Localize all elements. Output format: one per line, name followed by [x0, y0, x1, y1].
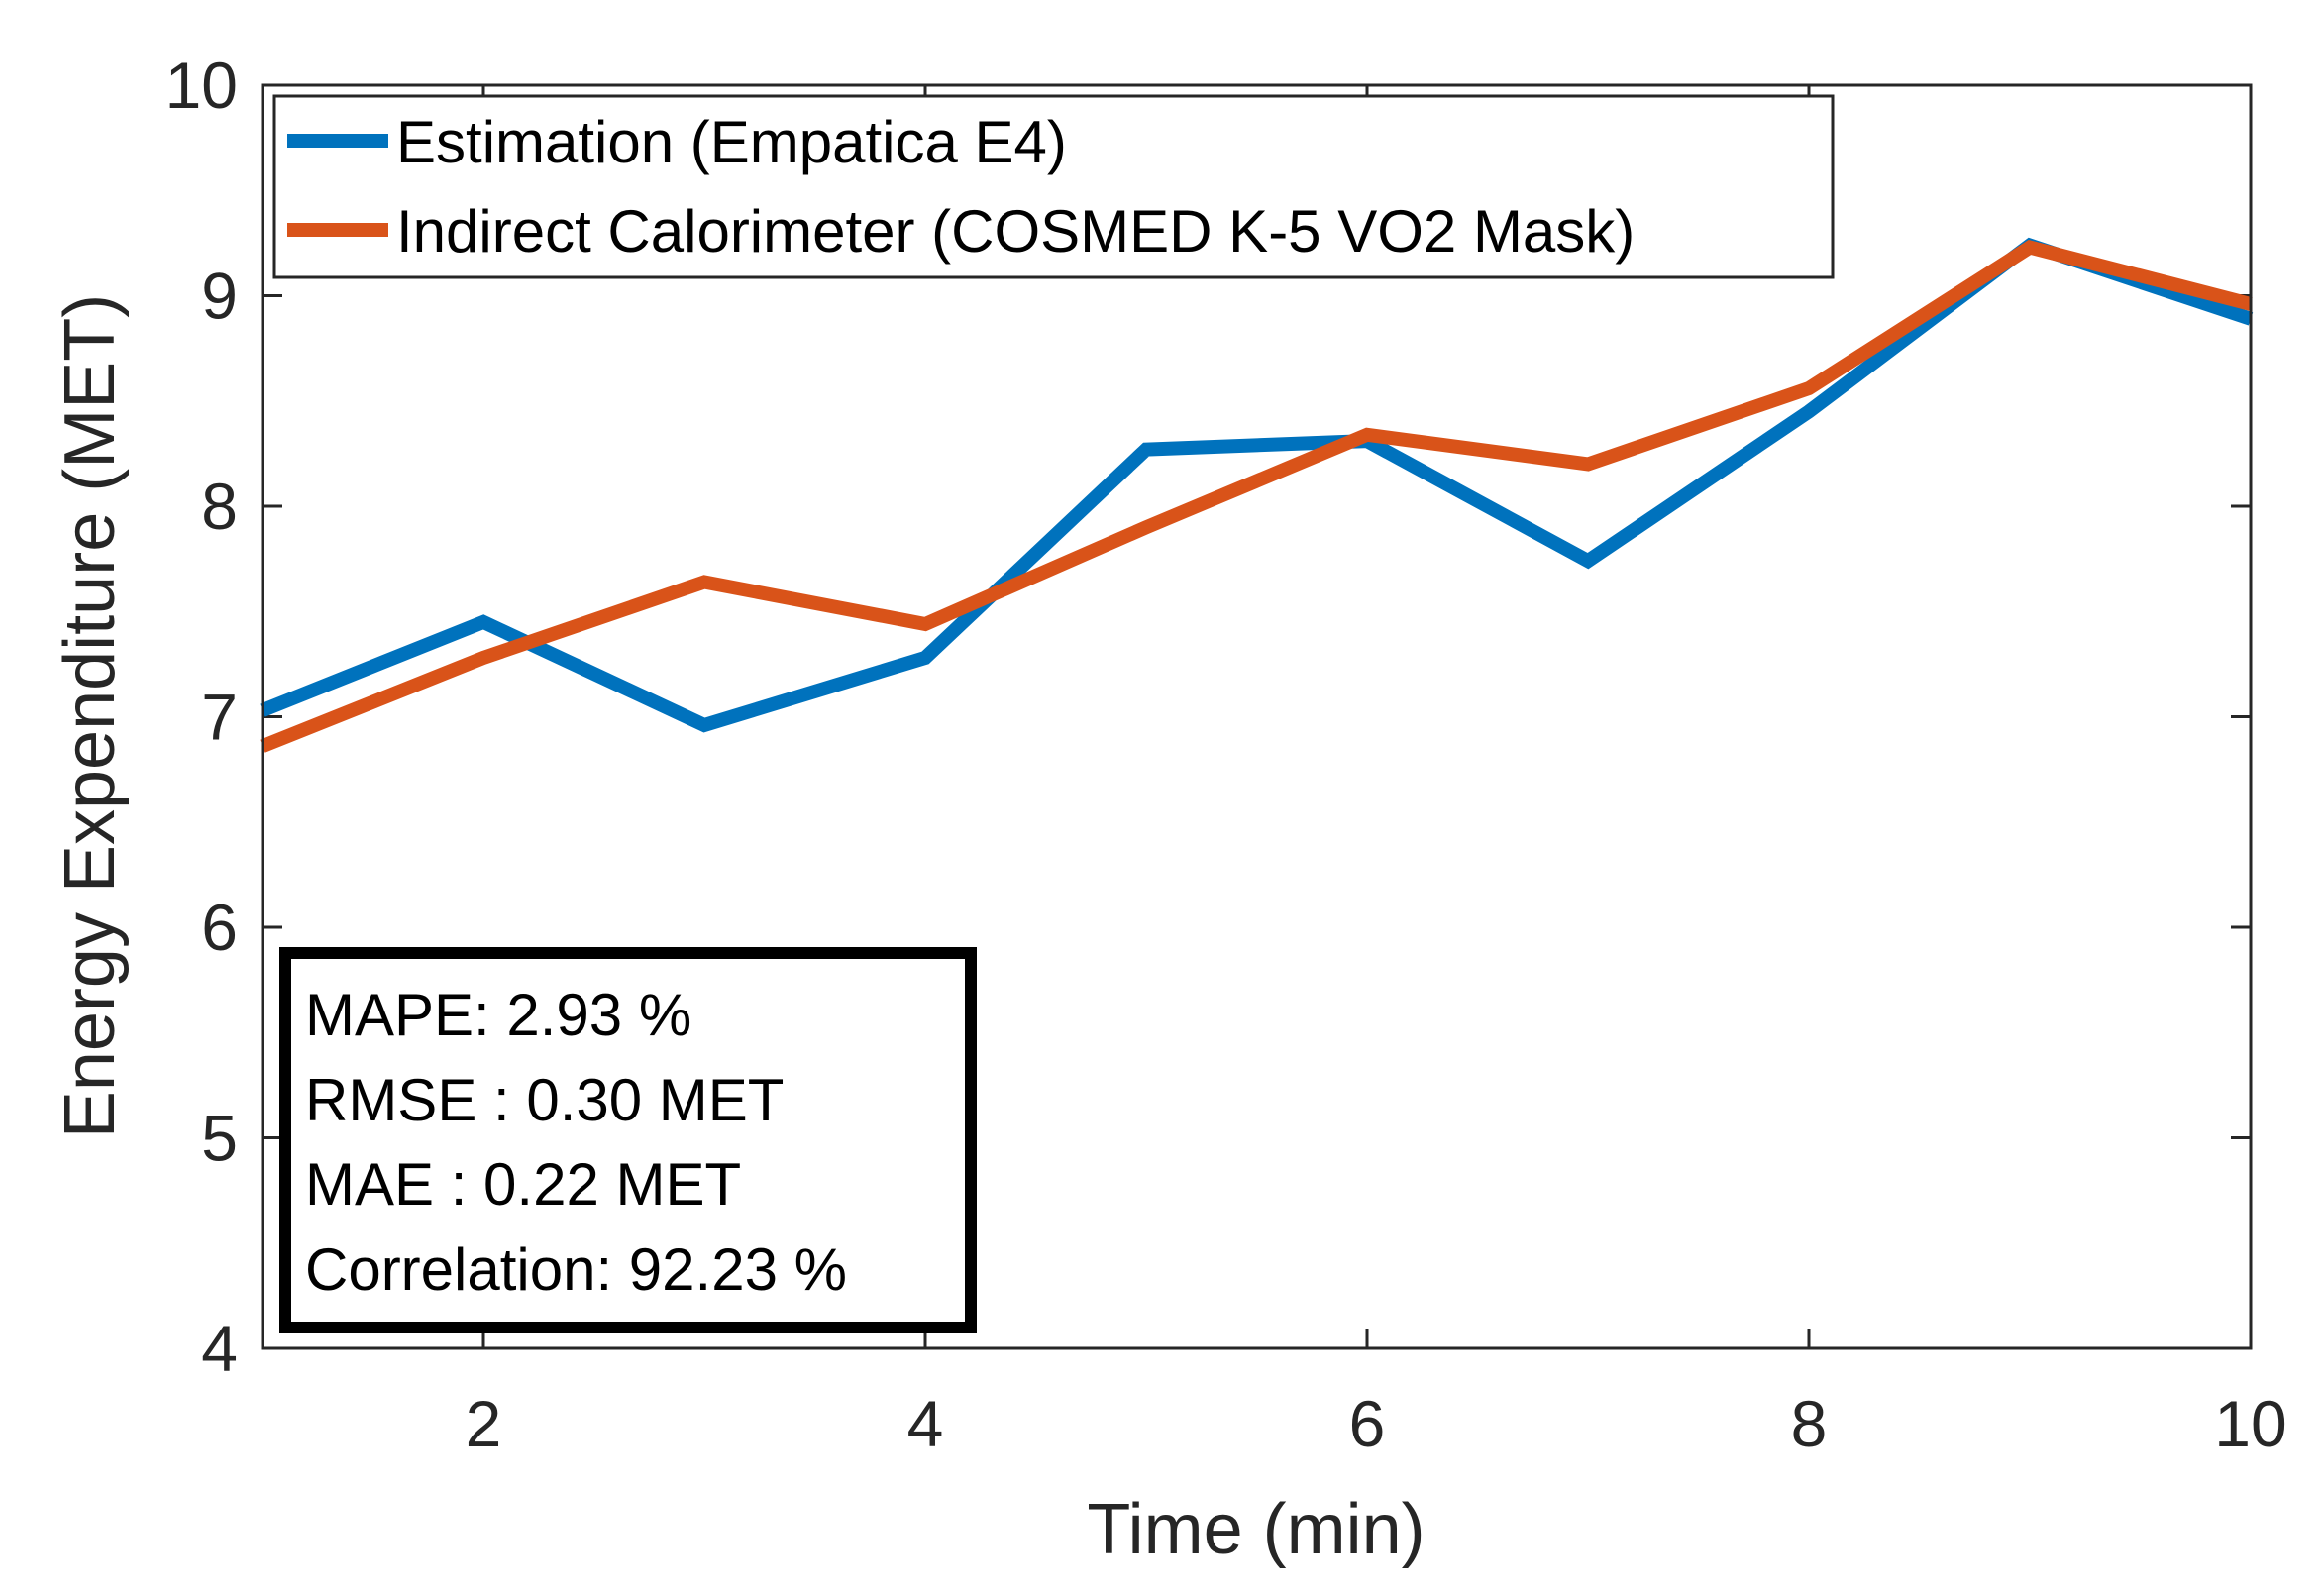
legend-label-estimation: Estimation (Empatica E4)	[396, 109, 1067, 175]
stats-correlation: Correlation: 92.23 %	[305, 1236, 847, 1303]
series-group	[260, 237, 2254, 753]
stats-mae: MAE : 0.22 MET	[305, 1151, 741, 1218]
legend-box	[272, 94, 1835, 279]
series-line-0	[260, 237, 2254, 733]
x-tick-label-2: 2	[466, 1387, 502, 1460]
y-tick-label-4: 4	[201, 1312, 238, 1385]
x-tick-label-8: 8	[1791, 1387, 1828, 1460]
stats-mape: MAPE: 2.93 %	[305, 982, 691, 1048]
legend-label-calorimeter: Indirect Calorimeter (COSMED K-5 VO2 Mas…	[396, 198, 1635, 265]
plot-frame	[261, 83, 2253, 1350]
x-axis-title: Time (min)	[1087, 1490, 1425, 1569]
series-line-1	[260, 240, 2253, 753]
x-tick-label-10: 10	[2214, 1387, 2286, 1460]
stats-rmse: RMSE : 0.30 MET	[305, 1067, 784, 1133]
legend: Estimation (Empatica E4) Indirect Calori…	[272, 94, 1835, 279]
y-axis-title: Energy Expenditure (MET)	[51, 294, 130, 1138]
x-tick-label-6: 6	[1349, 1387, 1386, 1460]
tick-labels: 2 4 6 8 10 4 5 6 7 8 9 10	[165, 49, 2287, 1460]
y-tick-label-9: 9	[201, 260, 238, 333]
stats-annotation: MAPE: 2.93 % RMSE : 0.30 MET MAE : 0.22 …	[279, 947, 977, 1333]
y-tick-label-5: 5	[201, 1102, 238, 1175]
x-tick-label-4: 4	[907, 1387, 944, 1460]
y-tick-label-10: 10	[165, 49, 238, 122]
y-tick-label-6: 6	[201, 891, 238, 964]
y-tick-label-7: 7	[201, 681, 238, 754]
stats-box	[279, 947, 977, 1333]
y-tick-label-8: 8	[201, 470, 238, 543]
